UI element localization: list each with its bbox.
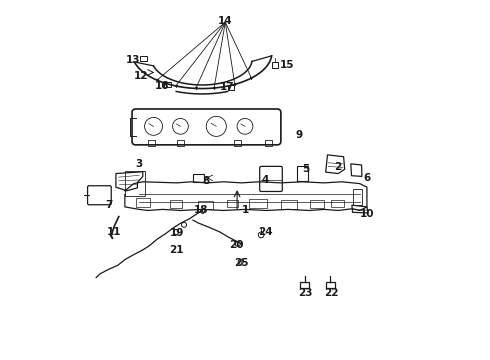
- Bar: [234, 140, 242, 145]
- Bar: [265, 140, 272, 145]
- Bar: [227, 201, 238, 207]
- Bar: [310, 201, 324, 208]
- Text: 15: 15: [280, 60, 294, 70]
- FancyBboxPatch shape: [272, 62, 278, 68]
- Text: 14: 14: [218, 17, 233, 27]
- Text: 23: 23: [298, 288, 313, 298]
- Text: 2: 2: [335, 162, 342, 172]
- Text: 3: 3: [136, 159, 143, 169]
- Text: 18: 18: [194, 206, 209, 216]
- Bar: [148, 140, 155, 145]
- Text: 22: 22: [324, 288, 338, 298]
- Text: 13: 13: [126, 55, 140, 65]
- Text: 1: 1: [242, 206, 248, 216]
- Text: 24: 24: [259, 227, 273, 237]
- Text: 25: 25: [234, 258, 248, 268]
- FancyBboxPatch shape: [132, 109, 281, 145]
- Bar: [331, 201, 343, 207]
- Text: 11: 11: [107, 227, 122, 237]
- Bar: [353, 189, 362, 205]
- Text: 19: 19: [170, 228, 184, 238]
- Text: 17: 17: [220, 82, 234, 93]
- Text: 9: 9: [295, 130, 302, 140]
- Text: 4: 4: [261, 175, 269, 185]
- Text: 6: 6: [363, 173, 370, 183]
- Text: 12: 12: [134, 71, 148, 81]
- Bar: [125, 171, 145, 196]
- FancyBboxPatch shape: [297, 166, 308, 181]
- Text: 5: 5: [302, 164, 310, 174]
- Text: 7: 7: [105, 200, 112, 210]
- FancyBboxPatch shape: [164, 82, 171, 87]
- Text: 16: 16: [154, 81, 169, 91]
- Bar: [300, 282, 309, 288]
- FancyBboxPatch shape: [228, 85, 234, 90]
- FancyBboxPatch shape: [260, 166, 282, 192]
- FancyBboxPatch shape: [88, 186, 111, 205]
- Bar: [177, 140, 184, 145]
- Text: 10: 10: [360, 209, 374, 219]
- FancyBboxPatch shape: [140, 55, 147, 61]
- Text: 20: 20: [229, 239, 243, 249]
- Bar: [198, 201, 213, 209]
- Bar: [170, 201, 182, 208]
- Bar: [136, 198, 150, 207]
- Text: 21: 21: [169, 245, 183, 255]
- FancyBboxPatch shape: [194, 174, 204, 182]
- Bar: [248, 199, 267, 208]
- Bar: [281, 200, 297, 209]
- Bar: [326, 282, 335, 288]
- Text: 8: 8: [202, 176, 209, 186]
